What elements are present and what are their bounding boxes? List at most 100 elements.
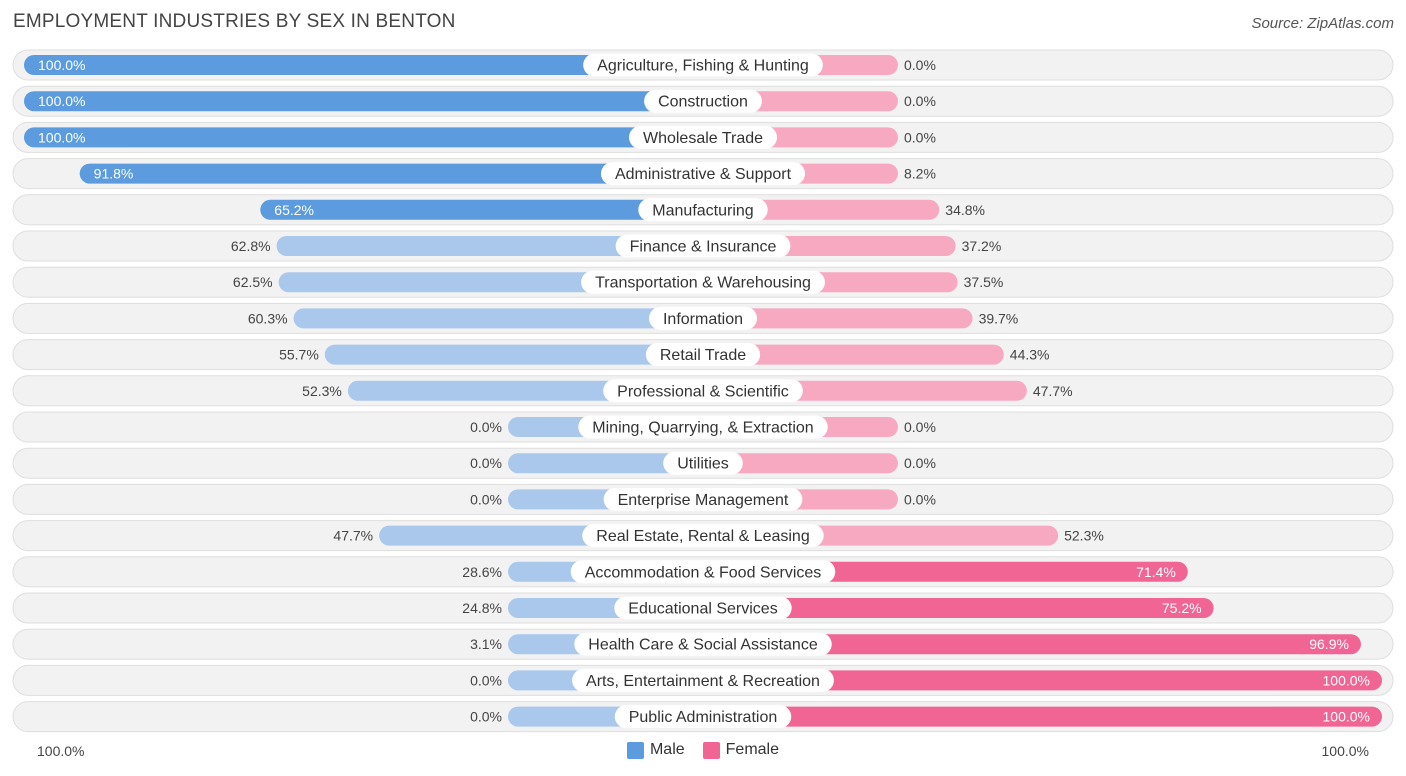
category-label-pill <box>648 306 758 330</box>
male-value-label: 0.0% <box>470 709 502 725</box>
source-note: Source: ZipAtlas.com <box>1251 15 1394 32</box>
category-label-pill <box>578 415 828 439</box>
male-value-label: 0.0% <box>470 672 502 688</box>
female-value-label: 0.0% <box>904 57 936 73</box>
male-bar <box>324 344 703 365</box>
male-value-label: 60.3% <box>248 310 288 326</box>
category-label: Finance & Insurance <box>630 239 777 256</box>
male-value-label: 100.0% <box>38 93 85 109</box>
female-value-label: 52.3% <box>1064 528 1104 544</box>
male-bar <box>260 199 703 220</box>
category-label: Health Care & Social Assistance <box>588 637 818 654</box>
category-label-pill <box>574 632 832 656</box>
category-label: Retail Trade <box>660 347 746 364</box>
female-value-label: 100.0% <box>1323 709 1370 725</box>
category-label: Real Estate, Rental & Leasing <box>596 528 809 545</box>
legend-label-female: Female <box>725 741 780 758</box>
category-label-pill <box>645 343 761 367</box>
male-value-label: 52.3% <box>302 383 342 399</box>
female-value-label: 34.8% <box>945 202 985 218</box>
female-value-label: 0.0% <box>904 419 936 435</box>
category-label: Arts, Entertainment & Recreation <box>586 673 820 690</box>
category-label: Public Administration <box>629 709 778 726</box>
legend: Male Female <box>0 741 1406 759</box>
category-label: Accommodation & Food Services <box>585 564 822 581</box>
category-label-pill <box>582 524 824 548</box>
category-label-pill <box>581 270 825 294</box>
category-label: Construction <box>658 94 748 111</box>
category-label-pill <box>638 198 768 222</box>
category-label-pill <box>614 705 792 729</box>
category-label-pill <box>614 596 792 620</box>
female-value-label: 96.9% <box>1309 636 1349 652</box>
female-value-label: 39.7% <box>979 310 1019 326</box>
category-label: Educational Services <box>628 601 777 618</box>
male-bar <box>24 127 703 148</box>
male-value-label: 62.5% <box>233 274 273 290</box>
chart-title: EMPLOYMENT INDUSTRIES BY SEX IN BENTON <box>13 11 456 32</box>
female-value-label: 47.7% <box>1033 383 1073 399</box>
male-value-label: 55.7% <box>279 347 319 363</box>
category-label: Transportation & Warehousing <box>595 275 811 292</box>
female-value-label: 75.2% <box>1162 600 1202 616</box>
male-bar <box>24 55 703 75</box>
male-value-label: 0.0% <box>470 491 502 507</box>
category-label: Mining, Quarrying, & Extraction <box>592 420 813 437</box>
male-bar <box>79 163 704 184</box>
category-label-pill <box>663 451 743 475</box>
legend-item-female: Female <box>702 741 780 759</box>
male-bar <box>276 236 703 256</box>
axis-right-label: 100.0% <box>1321 743 1369 759</box>
category-label-pill <box>572 668 834 692</box>
category-label: Utilities <box>677 456 729 473</box>
female-value-label: 37.2% <box>962 238 1002 254</box>
male-bar <box>293 308 703 329</box>
female-value-label: 44.3% <box>1010 347 1050 363</box>
category-label-pill <box>583 53 823 77</box>
axis-left-label: 100.0% <box>37 743 85 759</box>
male-value-label: 91.8% <box>94 166 134 182</box>
category-label: Administrative & Support <box>615 166 792 183</box>
male-value-label: 62.8% <box>231 238 271 254</box>
female-bar <box>703 453 898 474</box>
female-value-label: 71.4% <box>1136 564 1176 580</box>
category-label-pill <box>628 125 778 149</box>
female-value-label: 37.5% <box>964 274 1004 290</box>
female-bar <box>703 706 1382 727</box>
category-label: Manufacturing <box>652 202 753 219</box>
male-value-label: 0.0% <box>470 455 502 471</box>
male-value-label: 3.1% <box>470 636 502 652</box>
female-value-label: 8.2% <box>904 166 936 182</box>
category-label: Professional & Scientific <box>617 383 789 400</box>
category-label: Wholesale Trade <box>643 130 763 147</box>
category-label-pill <box>600 162 806 186</box>
legend-swatch-male <box>626 741 644 759</box>
category-label-pill <box>615 234 791 258</box>
male-value-label: 47.7% <box>333 528 373 544</box>
legend-swatch-female <box>702 741 720 759</box>
legend-item-male: Male <box>626 741 685 759</box>
category-label-pill <box>570 560 836 584</box>
category-label-pill <box>644 89 762 113</box>
category-label: Information <box>663 311 743 328</box>
female-value-label: 100.0% <box>1323 672 1370 688</box>
male-bar <box>508 453 703 474</box>
male-value-label: 28.6% <box>462 564 502 580</box>
female-bar <box>703 634 1361 655</box>
category-label: Enterprise Management <box>618 492 789 509</box>
female-value-label: 0.0% <box>904 129 936 145</box>
female-value-label: 0.0% <box>904 491 936 507</box>
male-value-label: 0.0% <box>470 419 502 435</box>
male-value-label: 100.0% <box>38 57 85 73</box>
female-bar <box>703 344 1004 365</box>
female-value-label: 0.0% <box>904 93 936 109</box>
legend-label-male: Male <box>649 741 685 758</box>
female-bar <box>703 598 1214 618</box>
category-label-pill <box>603 487 803 511</box>
category-label-pill <box>603 379 803 403</box>
female-bar <box>703 670 1382 691</box>
female-value-label: 0.0% <box>904 455 936 471</box>
male-bar <box>24 91 703 112</box>
female-bar <box>703 308 973 329</box>
